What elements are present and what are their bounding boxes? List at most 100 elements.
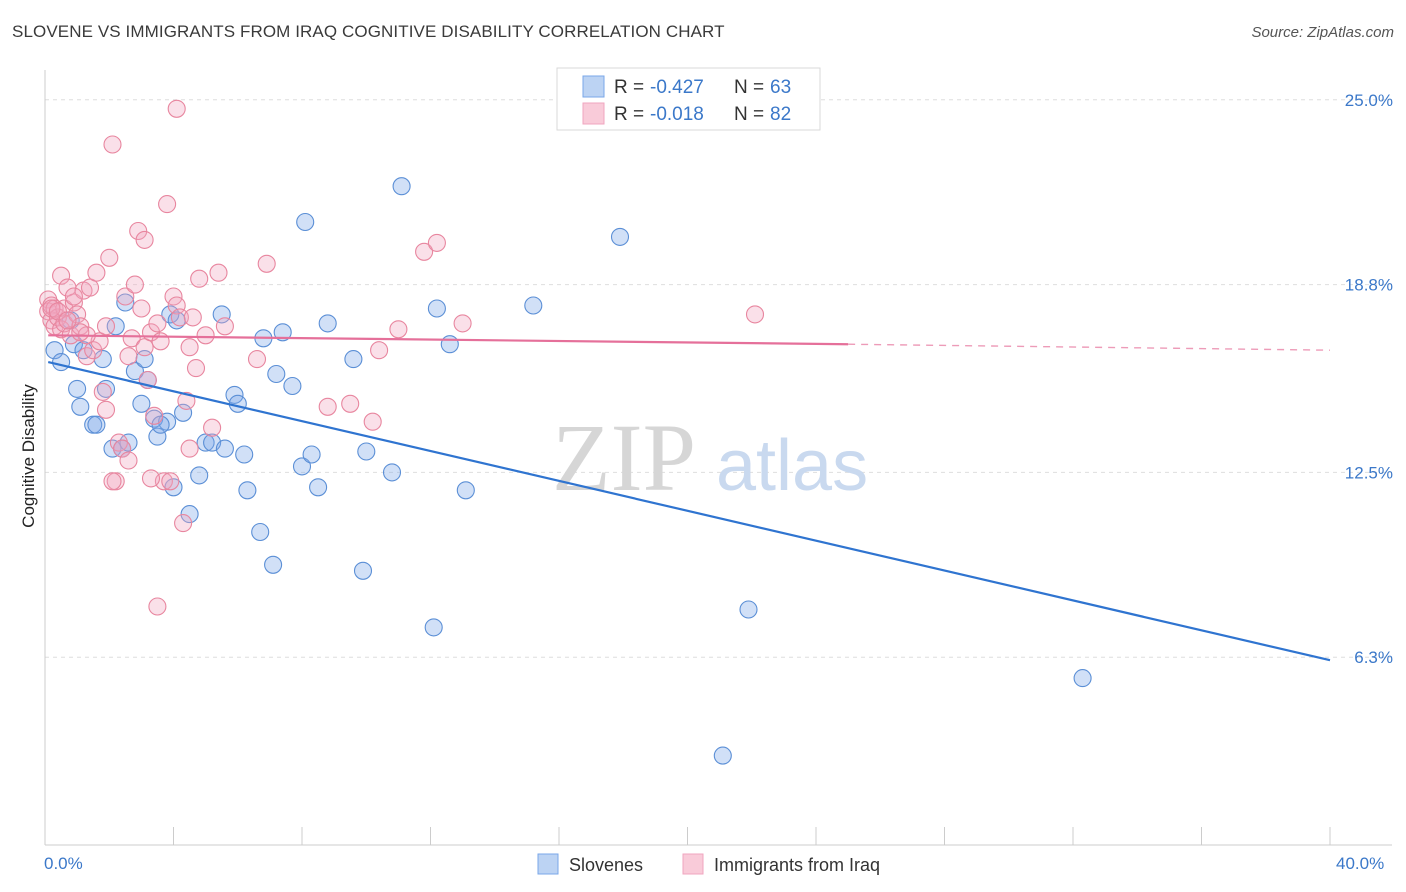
data-point <box>180 338 199 357</box>
data-point <box>161 472 180 491</box>
bottom-legend-swatch-iraq <box>682 853 704 875</box>
data-point <box>148 427 167 446</box>
data-point <box>318 314 337 333</box>
data-point <box>524 296 543 315</box>
trend-lines <box>47 334 1331 662</box>
gridlines <box>45 99 1392 658</box>
data-point <box>170 308 189 327</box>
data-point <box>283 376 302 396</box>
data-point <box>203 418 222 437</box>
x-tick-label-min: 0.0% <box>44 854 83 873</box>
legend-r-value-1: -0.427 <box>650 77 704 98</box>
watermark-atlas: atlas <box>716 426 868 506</box>
data-point <box>183 308 202 327</box>
data-point <box>96 317 116 336</box>
data-point <box>119 451 138 470</box>
y-tick-labels: 25.0% 18.8% 12.5% 6.3% <box>1345 91 1393 667</box>
watermark: ZIP atlas <box>552 404 868 511</box>
data-point <box>145 406 164 425</box>
data-point <box>267 364 286 384</box>
data-point <box>93 382 112 401</box>
data-point <box>318 397 337 416</box>
correlation-legend: R = -0.427 N = 63 R = -0.018 N = 82 <box>556 67 821 131</box>
data-point <box>180 439 199 458</box>
data-point <box>209 263 228 282</box>
data-point <box>167 99 186 118</box>
data-point <box>174 514 193 533</box>
data-point <box>68 305 87 324</box>
y-tick-label: 25.0% <box>1345 91 1393 110</box>
data-point <box>251 522 270 542</box>
data-point <box>215 439 234 458</box>
data-point <box>141 469 161 488</box>
data-point <box>238 481 257 500</box>
data-point <box>745 305 765 324</box>
data-point <box>235 445 254 464</box>
bottom-legend-label-iraq: Immigrants from Iraq <box>714 855 880 875</box>
data-point <box>74 341 93 360</box>
chart-source: Source: ZipAtlas.com <box>1251 24 1394 41</box>
x-tick-label-max: 40.0% <box>1336 854 1384 873</box>
data-point <box>610 227 630 246</box>
data-point <box>116 293 135 312</box>
data-point <box>52 320 71 339</box>
legend-r-label-1: R = <box>614 77 644 98</box>
data-point <box>264 555 283 574</box>
data-point <box>427 299 446 318</box>
data-point <box>84 341 103 360</box>
legend-n-value-2: 82 <box>770 104 791 125</box>
data-point <box>151 415 170 434</box>
data-point <box>440 335 459 354</box>
data-point <box>64 293 83 312</box>
data-point <box>80 278 100 297</box>
data-point <box>215 317 234 336</box>
data-point <box>151 332 170 351</box>
data-point <box>52 266 71 285</box>
data-point <box>100 248 119 267</box>
data-point <box>135 338 154 357</box>
data-point <box>132 299 151 318</box>
trend-line-extension <box>848 343 1331 351</box>
data-point <box>296 212 315 232</box>
data-point <box>58 311 77 330</box>
data-point <box>87 415 106 434</box>
data-point <box>456 481 475 500</box>
data-point <box>68 379 87 398</box>
legend-swatch-iraq <box>582 102 605 125</box>
data-point <box>309 478 328 497</box>
data-point <box>122 329 141 348</box>
legend-n-label-2: N = <box>734 104 764 125</box>
legend-r-value-2: -0.018 <box>650 104 704 125</box>
trend-line <box>48 334 849 346</box>
data-point <box>247 350 267 369</box>
data-point <box>125 362 144 381</box>
data-point <box>257 254 276 273</box>
data-point <box>392 177 411 196</box>
data-point <box>713 746 732 765</box>
data-point <box>370 341 389 360</box>
data-point <box>103 472 122 491</box>
y-axis-title: Cognitive Disability <box>19 384 38 528</box>
data-point <box>344 350 363 369</box>
data-point <box>52 353 71 372</box>
axes <box>44 70 1392 846</box>
data-point <box>119 347 138 366</box>
data-point <box>174 403 193 422</box>
data-point <box>103 135 122 154</box>
trend-line <box>47 361 1331 662</box>
data-point <box>302 445 321 464</box>
data-point <box>148 597 167 616</box>
series-iraq-points <box>39 99 765 616</box>
data-point <box>158 195 177 214</box>
data-point <box>196 433 215 452</box>
data-point <box>125 275 144 294</box>
data-point <box>148 314 167 333</box>
data-point <box>427 233 446 252</box>
data-point <box>96 379 116 398</box>
bottom-legend-swatch-slovenes <box>537 853 559 875</box>
data-point <box>186 359 206 378</box>
data-point <box>273 323 292 342</box>
data-point <box>177 391 196 410</box>
data-point <box>196 326 215 345</box>
